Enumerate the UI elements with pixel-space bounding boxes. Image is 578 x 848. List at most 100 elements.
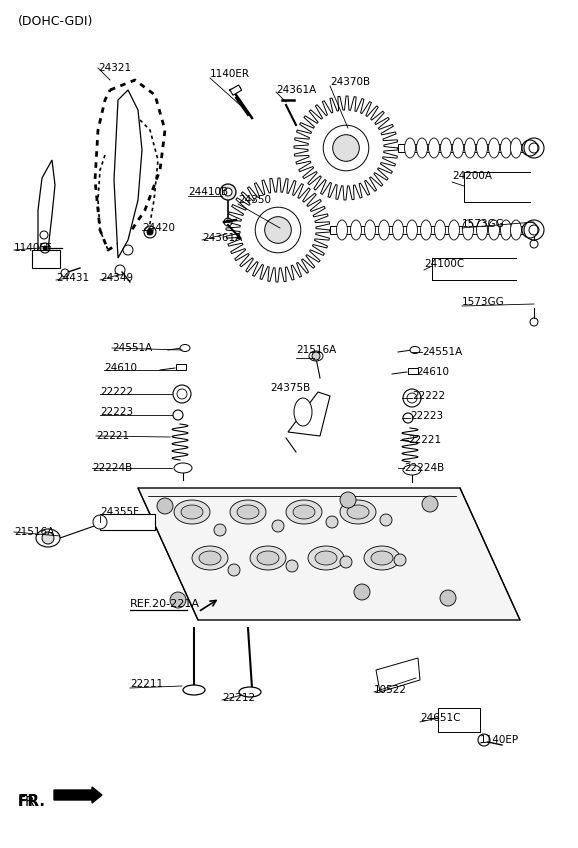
Ellipse shape [405, 138, 416, 158]
Circle shape [228, 564, 240, 576]
Ellipse shape [488, 138, 499, 158]
Ellipse shape [192, 546, 228, 570]
Text: FR.: FR. [18, 795, 46, 810]
Polygon shape [288, 392, 330, 436]
Text: 24651C: 24651C [420, 713, 461, 723]
Circle shape [326, 516, 338, 528]
Text: 24100C: 24100C [424, 259, 464, 269]
Circle shape [220, 184, 236, 200]
Ellipse shape [309, 351, 323, 361]
Text: 24375B: 24375B [270, 383, 310, 393]
Text: 22224B: 22224B [92, 463, 132, 473]
Circle shape [422, 496, 438, 512]
Circle shape [42, 532, 54, 544]
Circle shape [272, 520, 284, 532]
Ellipse shape [174, 463, 192, 473]
Ellipse shape [93, 515, 107, 529]
Text: 24350: 24350 [238, 195, 271, 205]
Text: 1140EP: 1140EP [480, 735, 519, 745]
Ellipse shape [406, 220, 417, 240]
Ellipse shape [371, 551, 393, 565]
Ellipse shape [501, 138, 512, 158]
Ellipse shape [510, 138, 521, 158]
Ellipse shape [183, 685, 205, 695]
Text: 24321: 24321 [98, 63, 131, 73]
Ellipse shape [453, 138, 464, 158]
Circle shape [333, 135, 360, 161]
Ellipse shape [199, 551, 221, 565]
Text: (DOHC-GDI): (DOHC-GDI) [18, 15, 94, 29]
Text: 22224B: 22224B [404, 463, 444, 473]
Circle shape [214, 524, 226, 536]
Text: 24355F: 24355F [100, 507, 139, 517]
Text: 24370B: 24370B [330, 77, 370, 87]
Ellipse shape [449, 220, 460, 240]
Bar [32, 250, 60, 268]
Text: 24361A: 24361A [202, 233, 242, 243]
Ellipse shape [293, 505, 315, 519]
Ellipse shape [421, 220, 432, 240]
Polygon shape [376, 658, 420, 692]
Circle shape [312, 352, 320, 360]
Circle shape [522, 222, 538, 238]
Text: 21516A: 21516A [296, 345, 336, 355]
Text: 1140FE: 1140FE [14, 243, 53, 253]
Text: 22222: 22222 [412, 391, 445, 401]
Text: 1140ER: 1140ER [210, 69, 250, 79]
Ellipse shape [365, 220, 376, 240]
Ellipse shape [350, 220, 361, 240]
Polygon shape [38, 160, 55, 265]
Ellipse shape [237, 505, 259, 519]
Text: 1573GG: 1573GG [462, 297, 505, 307]
Circle shape [265, 217, 291, 243]
Ellipse shape [379, 220, 390, 240]
Ellipse shape [230, 500, 266, 524]
Ellipse shape [174, 500, 210, 524]
Text: 22223: 22223 [100, 407, 133, 417]
Text: REF.20-221A: REF.20-221A [130, 599, 200, 609]
Ellipse shape [36, 529, 60, 547]
Text: 10522: 10522 [374, 685, 407, 695]
Circle shape [394, 554, 406, 566]
Ellipse shape [340, 500, 376, 524]
Text: 22212: 22212 [222, 693, 255, 703]
Ellipse shape [501, 220, 512, 240]
Bar [176, 364, 186, 370]
Ellipse shape [180, 344, 190, 352]
Polygon shape [138, 488, 520, 620]
Polygon shape [114, 90, 142, 258]
Bar [330, 226, 530, 234]
Ellipse shape [347, 505, 369, 519]
Ellipse shape [435, 220, 446, 240]
Text: 24361A: 24361A [276, 85, 316, 95]
Bar [230, 85, 242, 95]
Ellipse shape [294, 398, 312, 426]
Text: 22211: 22211 [130, 679, 163, 689]
Circle shape [440, 590, 456, 606]
Ellipse shape [315, 551, 337, 565]
Circle shape [286, 560, 298, 572]
Circle shape [522, 140, 538, 156]
Bar [100, 514, 155, 530]
Ellipse shape [336, 220, 347, 240]
Circle shape [224, 188, 232, 196]
Text: 22221: 22221 [96, 431, 129, 441]
Ellipse shape [476, 138, 487, 158]
Ellipse shape [410, 347, 420, 354]
Ellipse shape [440, 138, 451, 158]
Text: 24551A: 24551A [112, 343, 152, 353]
Bar [408, 368, 418, 374]
FancyArrow shape [54, 787, 102, 803]
Bar [398, 144, 530, 152]
Text: 24431: 24431 [56, 273, 89, 283]
Ellipse shape [428, 138, 439, 158]
Circle shape [354, 584, 370, 600]
Ellipse shape [364, 546, 400, 570]
Ellipse shape [403, 465, 421, 475]
Circle shape [43, 246, 47, 250]
Circle shape [170, 592, 186, 608]
Text: 22222: 22222 [100, 387, 133, 397]
Text: FR.: FR. [18, 795, 39, 809]
Text: 21516A: 21516A [14, 527, 54, 537]
Ellipse shape [462, 220, 473, 240]
